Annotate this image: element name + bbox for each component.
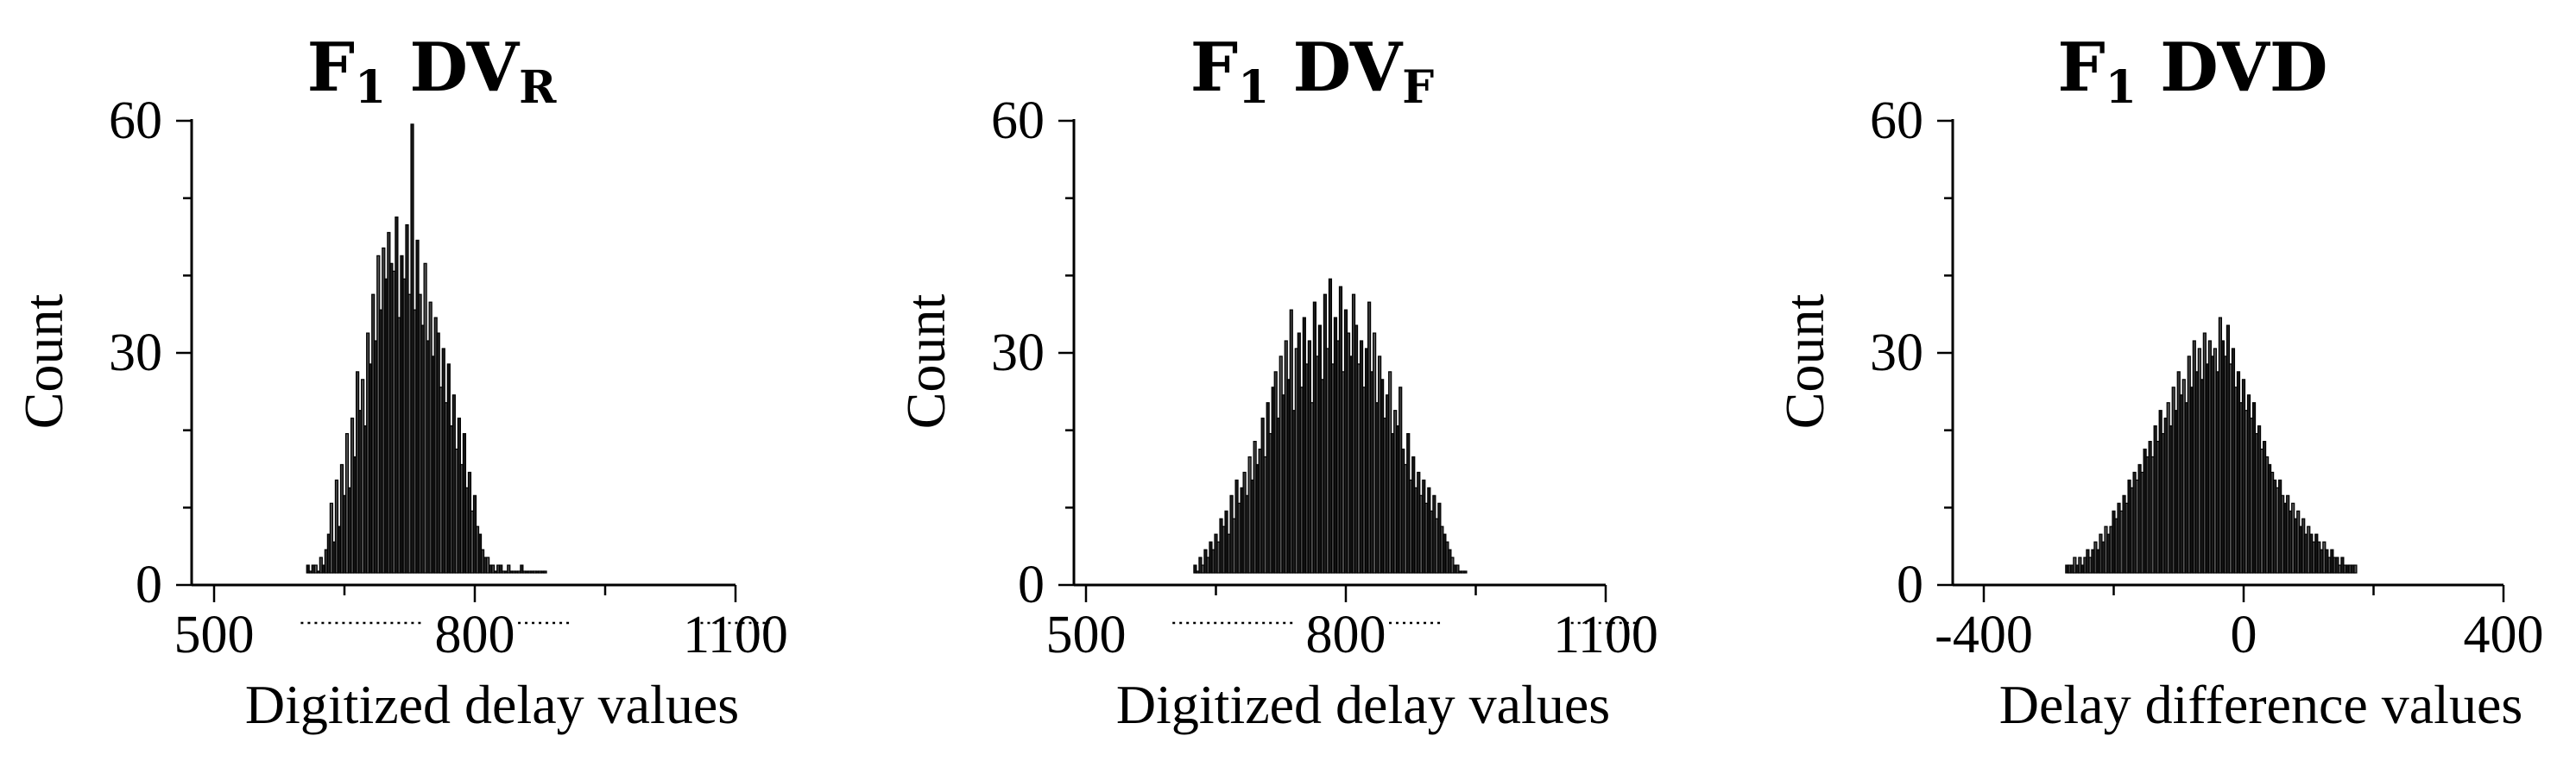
- x-tick-label: 800: [435, 606, 515, 664]
- x-axis-label: Delay difference values: [1999, 674, 2523, 735]
- histogram-bar: [2353, 564, 2358, 574]
- ticks: [1058, 119, 1640, 625]
- bars: [306, 123, 547, 574]
- histogram-bar: [491, 564, 496, 574]
- y-tick-label: 30: [991, 324, 1045, 382]
- y-tick-label: 0: [1897, 556, 1923, 614]
- bars: [1193, 278, 1468, 574]
- histogram-bar: [329, 502, 334, 574]
- x-tick-label: 1100: [1553, 606, 1658, 664]
- ticks: [176, 119, 770, 625]
- title: F1 DVD: [2057, 28, 2327, 114]
- bars: [2065, 317, 2358, 574]
- x-tick-label: 800: [1306, 606, 1386, 664]
- histogram-bar: [543, 570, 547, 574]
- x-tick-label: -400: [1935, 606, 2033, 664]
- histogram-bar: [507, 564, 511, 574]
- x-tick-label: 500: [174, 606, 255, 664]
- x-axis-label: Digitized delay values: [245, 674, 739, 735]
- y-axis-label: Count: [1774, 294, 1835, 430]
- histogram-bar: [1463, 570, 1468, 574]
- y-tick-label: 0: [1018, 556, 1045, 614]
- y-tick-label: 60: [991, 91, 1045, 150]
- x-tick-label: 500: [1046, 606, 1127, 664]
- y-tick-label: 0: [136, 556, 162, 614]
- y-axis-label: Count: [13, 294, 74, 430]
- histogram-bar: [499, 564, 503, 574]
- title: F1 DVR: [307, 28, 558, 114]
- histogram-bar: [1455, 564, 1460, 574]
- panel-dvr: F1 DVR 0 30 60 500 800 1100 Digitized de…: [13, 28, 788, 735]
- y-axis-label: Count: [895, 294, 957, 430]
- ticks: [1937, 119, 2505, 602]
- histogram-bar: [520, 564, 524, 574]
- title: F1 DVF: [1190, 28, 1435, 114]
- x-tick-label: 400: [2464, 606, 2544, 664]
- y-tick-label: 30: [1870, 324, 1923, 382]
- y-tick-label: 60: [1870, 91, 1923, 150]
- panel-dvf: F1 DVF 0 30 60 500 800 1100 Digitized de…: [895, 28, 1658, 735]
- panel-dvd: F1 DVD 0 30 60 -400 0 400 Delay differen…: [1774, 28, 2544, 735]
- histogram-bar: [306, 564, 310, 574]
- x-tick-label: 0: [2231, 606, 2257, 664]
- histogram-bar: [313, 564, 318, 574]
- y-tick-label: 30: [109, 324, 162, 382]
- x-axis-label: Digitized delay values: [1116, 674, 1610, 735]
- x-tick-label: 1100: [683, 606, 788, 664]
- histogram-bar: [1193, 564, 1197, 574]
- y-tick-label: 60: [109, 91, 162, 150]
